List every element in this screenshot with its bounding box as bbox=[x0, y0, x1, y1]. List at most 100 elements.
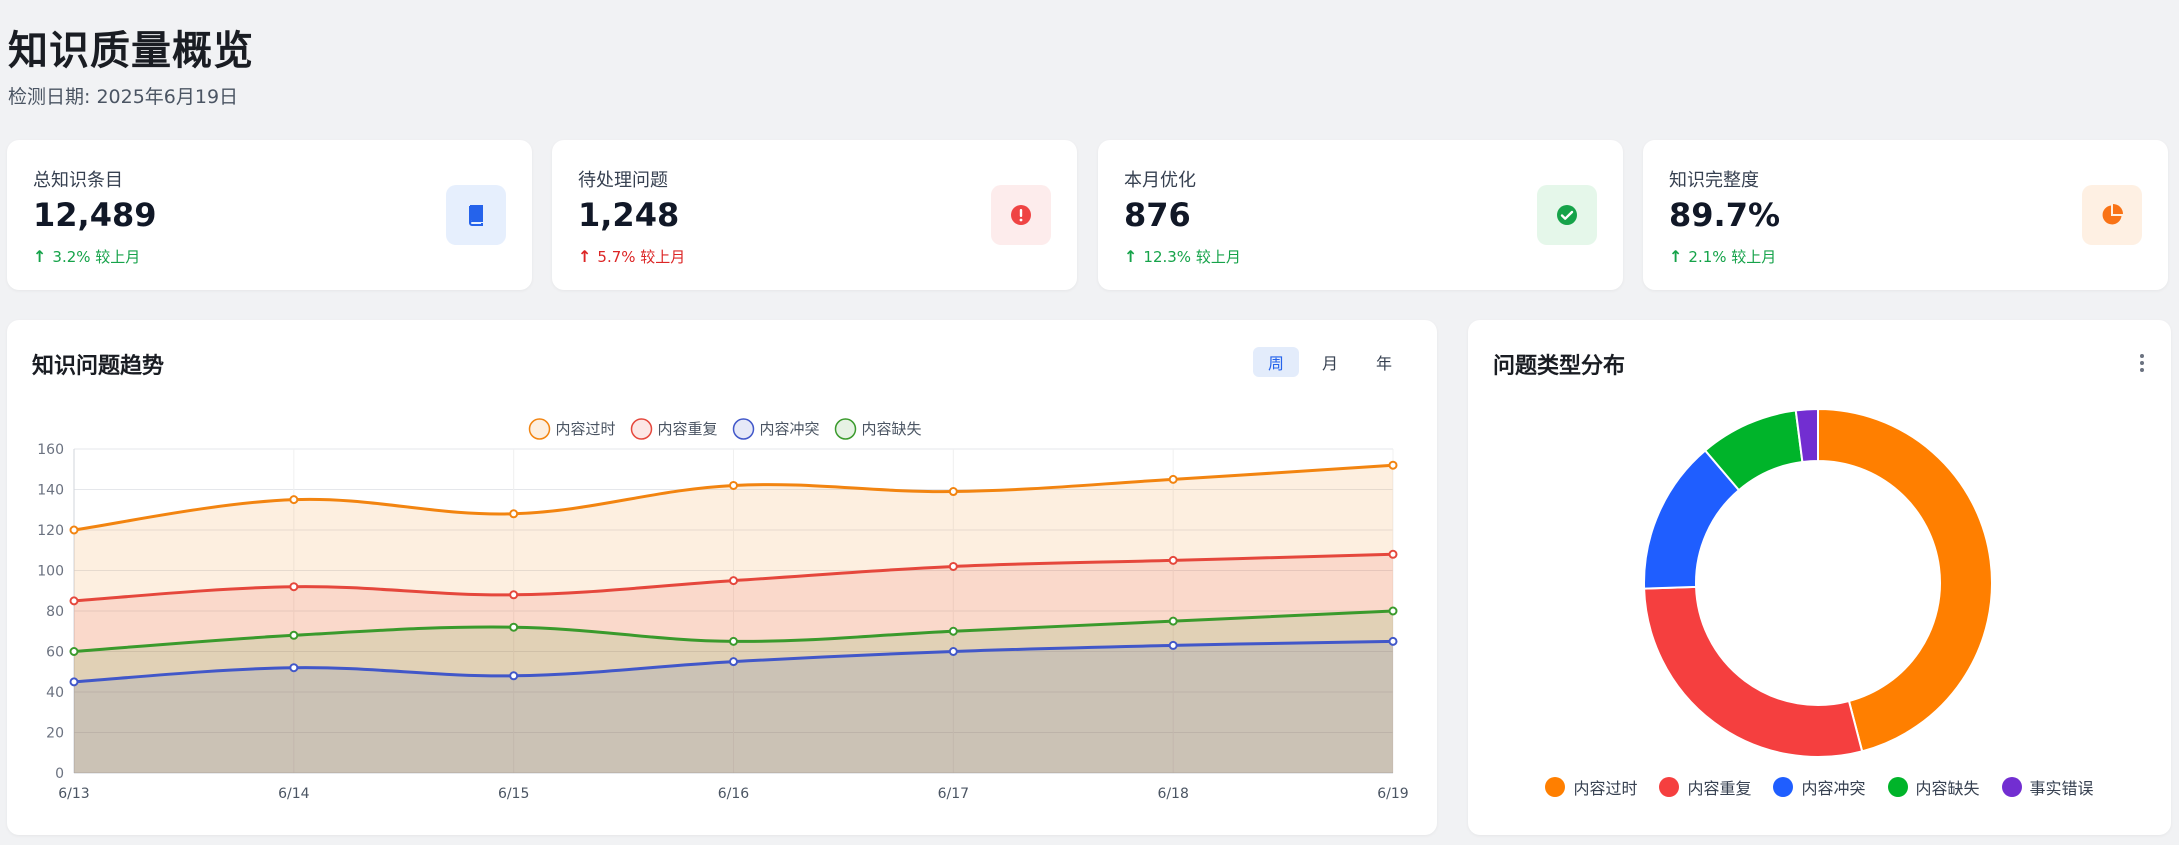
stat-card-monthly-optimization: 本月优化 876 ↑ 12.3% 较上月 bbox=[1098, 140, 1623, 290]
tab-year[interactable]: 年 bbox=[1375, 354, 1392, 373]
data-point[interactable] bbox=[1168, 474, 1178, 484]
data-point[interactable] bbox=[69, 596, 79, 606]
pie-slice[interactable] bbox=[1794, 407, 1819, 464]
distribution-chart bbox=[1643, 407, 1993, 758]
data-point[interactable] bbox=[69, 647, 79, 656]
data-point[interactable] bbox=[1388, 549, 1398, 559]
page-subtitle: 检测日期: 2025年6月19日 bbox=[8, 86, 239, 108]
page-title: 知识质量概览 bbox=[8, 28, 254, 74]
check-circle-icon bbox=[1537, 185, 1597, 245]
pie-legend-swatch bbox=[1545, 777, 1566, 797]
legend-label: 内容过时 bbox=[556, 420, 616, 438]
data-point[interactable] bbox=[509, 671, 519, 681]
panel-title: 知识问题趋势 bbox=[32, 354, 165, 379]
arrow-up-icon: ↑ bbox=[1124, 247, 1138, 266]
pie-legend-label: 内容缺失 bbox=[1915, 779, 1980, 798]
data-point[interactable] bbox=[289, 663, 299, 673]
stat-change-text: 12.3% 较上月 bbox=[1143, 248, 1241, 266]
exclamation-icon bbox=[991, 185, 1051, 245]
pie-slice[interactable] bbox=[1817, 407, 1993, 753]
y-tick-label: 40 bbox=[46, 685, 64, 701]
tab-month[interactable]: 月 bbox=[1321, 354, 1338, 373]
x-tick-label: 6/17 bbox=[938, 786, 969, 802]
data-point[interactable] bbox=[289, 582, 299, 592]
stat-change: ↑ 2.1% 较上月 bbox=[1669, 246, 1776, 267]
trend-panel: 知识问题趋势 周 月 年 0 20 40 60 80 100 120 140 160 6/13 6/… bbox=[7, 320, 1437, 835]
stat-label: 待处理问题 bbox=[578, 170, 668, 191]
data-point[interactable] bbox=[1388, 460, 1398, 470]
pie-legend-item[interactable]: 内容缺失 bbox=[1887, 775, 1980, 799]
data-point[interactable] bbox=[729, 480, 738, 490]
data-point[interactable] bbox=[509, 509, 519, 519]
pie-legend-swatch bbox=[1659, 777, 1680, 797]
stat-card-total-items: 总知识条目 12,489 ↑ 3.2% 较上月 bbox=[7, 140, 532, 290]
data-point[interactable] bbox=[289, 495, 299, 505]
data-point[interactable] bbox=[1388, 606, 1398, 616]
x-tick-label: 6/18 bbox=[1157, 786, 1188, 802]
stat-value: 89.7% bbox=[1669, 196, 1781, 234]
y-tick-label: 140 bbox=[37, 483, 64, 499]
legend-swatch bbox=[528, 418, 551, 440]
data-point[interactable] bbox=[69, 677, 79, 687]
data-point[interactable] bbox=[948, 487, 958, 497]
pie-slice[interactable] bbox=[1643, 585, 1864, 758]
legend-label: 内容冲突 bbox=[760, 420, 820, 438]
stat-change: ↑ 12.3% 较上月 bbox=[1124, 246, 1241, 267]
stat-value: 876 bbox=[1124, 196, 1191, 234]
data-point[interactable] bbox=[729, 636, 738, 646]
pie-legend: 内容过时 内容重复 内容冲突 内容缺失 事实错误 bbox=[1468, 775, 2171, 799]
x-tick-label: 6/13 bbox=[58, 786, 89, 802]
trend-chart: 0 20 40 60 80 100 120 140 160 6/13 6/14 6/15 6/16 6/1… bbox=[37, 418, 1409, 802]
stat-value: 12,489 bbox=[33, 196, 157, 234]
data-point[interactable] bbox=[729, 657, 738, 667]
tab-week[interactable]: 周 bbox=[1253, 347, 1299, 377]
data-point[interactable] bbox=[69, 525, 79, 535]
pie-legend-swatch bbox=[1773, 777, 1794, 797]
legend-label: 内容重复 bbox=[658, 420, 718, 438]
legend-swatch bbox=[834, 418, 857, 440]
y-tick-label: 100 bbox=[37, 564, 64, 580]
stat-change: ↑ 5.7% 较上月 bbox=[578, 246, 685, 267]
pie-legend-label: 内容过时 bbox=[1573, 779, 1638, 798]
legend-item[interactable]: 内容缺失 bbox=[834, 418, 922, 440]
pie-legend-item[interactable]: 内容重复 bbox=[1659, 775, 1751, 799]
series-area bbox=[74, 465, 1393, 773]
legend-swatch bbox=[630, 418, 653, 440]
series-area bbox=[74, 611, 1393, 773]
y-tick-label: 80 bbox=[46, 604, 64, 620]
data-point[interactable] bbox=[948, 647, 958, 656]
series-area bbox=[74, 641, 1393, 773]
data-point[interactable] bbox=[509, 590, 519, 600]
data-point[interactable] bbox=[948, 561, 958, 571]
pie-legend-label: 事实错误 bbox=[2029, 779, 2094, 798]
arrow-up-icon: ↑ bbox=[33, 247, 47, 266]
pie-legend-label: 内容冲突 bbox=[1801, 779, 1866, 798]
stat-change-text: 2.1% 较上月 bbox=[1688, 248, 1777, 266]
data-point[interactable] bbox=[1168, 616, 1178, 626]
data-point[interactable] bbox=[289, 630, 299, 640]
x-tick-label: 6/14 bbox=[278, 786, 310, 802]
data-point[interactable] bbox=[729, 576, 738, 586]
pie-legend-item[interactable]: 内容冲突 bbox=[1773, 775, 1866, 799]
y-tick-label: 160 bbox=[37, 442, 64, 458]
data-point[interactable] bbox=[1388, 636, 1398, 646]
more-vertical-icon[interactable] bbox=[2137, 350, 2147, 376]
distribution-panel: 问题类型分布 内容过时 内容重复 内容冲突 内容缺失 事实错误 bbox=[1468, 320, 2171, 835]
legend-item[interactable]: 内容过时 bbox=[528, 418, 616, 440]
stat-label: 本月优化 bbox=[1124, 170, 1196, 191]
stat-change-text: 3.2% 较上月 bbox=[52, 248, 141, 266]
pie-legend-item[interactable]: 内容过时 bbox=[1545, 775, 1637, 799]
legend-item[interactable]: 内容重复 bbox=[630, 418, 718, 440]
legend-item[interactable]: 内容冲突 bbox=[732, 418, 820, 440]
data-point[interactable] bbox=[1168, 555, 1178, 565]
pie-chart-icon bbox=[2082, 185, 2142, 245]
data-point[interactable] bbox=[509, 622, 519, 632]
x-tick-label: 6/19 bbox=[1377, 786, 1408, 802]
stat-value: 1,248 bbox=[578, 196, 680, 234]
panel-title: 问题类型分布 bbox=[1493, 354, 1626, 379]
y-tick-label: 120 bbox=[37, 523, 64, 539]
stat-label: 总知识条目 bbox=[33, 170, 123, 191]
pie-legend-item[interactable]: 事实错误 bbox=[2001, 775, 2094, 799]
data-point[interactable] bbox=[1168, 640, 1178, 650]
data-point[interactable] bbox=[948, 626, 958, 636]
